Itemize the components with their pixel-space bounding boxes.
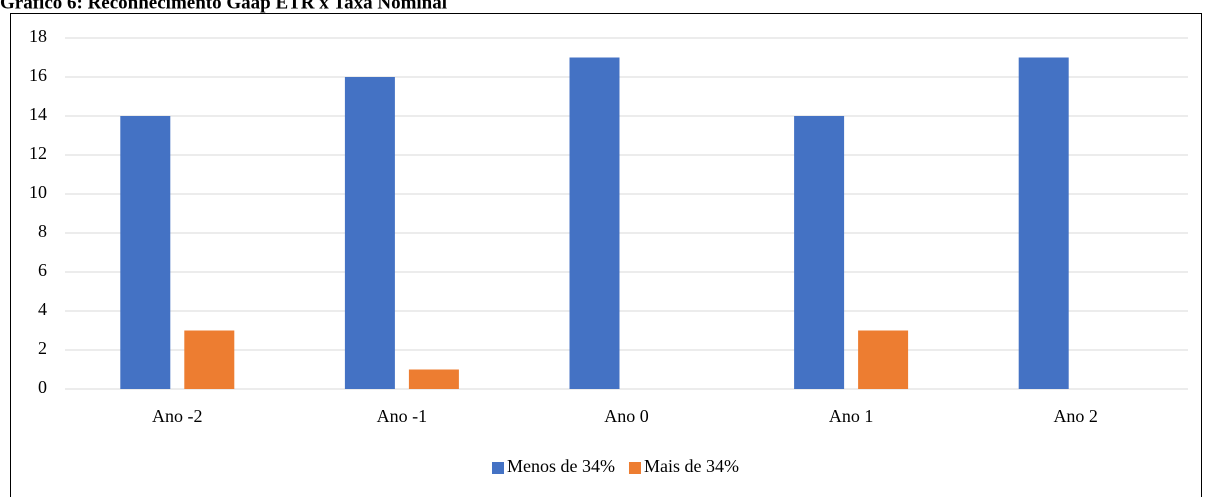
y-tick-label: 16 xyxy=(29,65,47,85)
y-tick-label: 18 xyxy=(29,26,47,46)
legend-label: Mais de 34% xyxy=(644,456,739,476)
y-tick-label: 12 xyxy=(29,143,47,163)
bar xyxy=(184,330,235,389)
bar xyxy=(569,57,620,389)
bar xyxy=(1018,57,1069,389)
legend-label: Menos de 34% xyxy=(507,456,615,476)
legend-swatch xyxy=(492,462,504,474)
y-tick-label: 4 xyxy=(38,299,47,319)
bar xyxy=(344,77,395,389)
y-tick-label: 14 xyxy=(29,104,47,124)
chart-title: Gráfico 6: Reconhecimento Gaap ETR x Tax… xyxy=(0,0,447,13)
x-tick-label: Ano -2 xyxy=(152,406,203,426)
x-tick-label: Ano 2 xyxy=(1053,406,1098,426)
y-tick-label: 8 xyxy=(38,221,47,241)
bar xyxy=(858,330,909,389)
x-tick-label: Ano 1 xyxy=(829,406,874,426)
x-tick-label: Ano 0 xyxy=(604,406,649,426)
y-tick-label: 0 xyxy=(38,377,47,397)
bar xyxy=(120,116,171,389)
bar xyxy=(408,369,459,389)
bar xyxy=(794,116,845,389)
y-tick-label: 2 xyxy=(38,338,47,358)
y-tick-label: 10 xyxy=(29,182,47,202)
y-tick-label: 6 xyxy=(38,260,47,280)
legend-swatch xyxy=(628,462,641,474)
x-tick-label: Ano -1 xyxy=(377,406,428,426)
